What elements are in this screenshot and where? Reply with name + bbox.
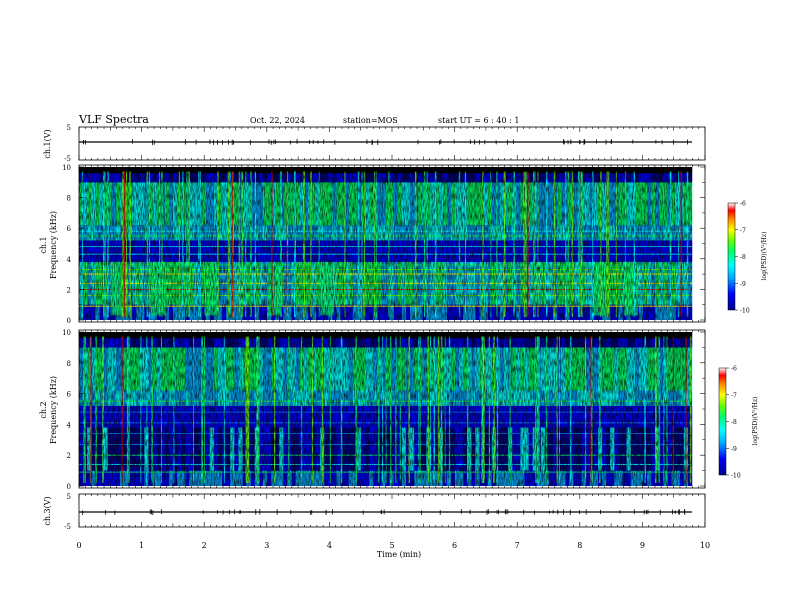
ch2-spec-ylabel-channel: ch.2 [39,401,48,418]
y-tick-label: 8 [67,195,71,203]
x-tick-label: 0 [76,541,81,550]
ch1-colorbar-label: log(PSD)(V²/Hz) [761,232,768,281]
colorbar-tick-label: -7 [740,227,746,234]
y-tick-label: 10 [62,164,71,172]
x-tick-label: 5 [389,541,394,550]
ch1-spectrogram-panel: 0 2 4 6 8 10 ch.1 Frequency (kHz) [39,164,706,325]
x-axis-label: Time (min) [377,550,421,559]
y-tick-label: 4 [67,421,72,429]
y-tick-label: 0 [67,483,71,491]
colorbar-tick-label: -6 [731,366,737,373]
colorbar-tick-label: -8 [731,419,737,426]
ch1-ytick-bottom: -5 [64,155,71,163]
x-tick-label: 2 [202,541,207,550]
y-tick-label: 6 [67,225,72,233]
x-tick-label: 9 [640,541,645,550]
ch1-ylabel: ch.1(V) [43,129,52,158]
ch1-colorbar: -6 -7 -8 -9 -10 log(PSD)(V²/Hz) [727,201,768,315]
y-tick-label: 2 [67,286,71,294]
colorbar-tick-label: -6 [740,201,746,208]
ch2-colorbar-label: log(PSD)(V²/Hz) [752,397,759,446]
colorbar-tick-label: -9 [740,281,746,288]
ch2-spectrogram-panel: 0 2 4 6 8 10 ch.2 Frequency (kHz) [39,329,706,491]
y-tick-label: 4 [67,256,72,264]
x-tick-label: 10 [700,541,710,550]
ch1-spec-ylabel-channel: ch.1 [39,236,48,253]
ch1-spec-ylabel-freq: Frequency (kHz) [49,211,58,279]
colorbar-tick-label: -7 [731,392,737,399]
y-tick-label: 0 [67,317,71,325]
ch1-voltage-panel: 5 -5 ch.1(V) [43,124,706,163]
x-tick-label: 3 [264,541,269,550]
colorbar-tick-label: -9 [731,446,737,453]
x-tick-label: 4 [327,541,332,550]
ch3-ytick-bottom: -5 [64,523,71,531]
x-tick-label: 1 [139,541,144,550]
ch1-ytick-top: 5 [67,124,71,132]
x-tick-label: 7 [515,541,520,550]
ch3-voltage-panel: 5 -5 ch.3(V) [43,493,706,531]
colorbar-tick-label: -10 [731,473,741,480]
start-time-label: start UT = 6 : 40 : 1 [438,116,519,125]
ch3-ytick-top: 5 [67,493,71,501]
ch3-ylabel: ch.3(V) [43,496,52,525]
x-tick-label: 6 [452,541,457,550]
x-axis-tick-labels: 0 1 2 3 4 5 6 7 8 9 10 [76,541,710,550]
y-tick-label: 10 [62,329,71,337]
y-tick-label: 2 [67,452,71,460]
y-tick-label: 6 [67,391,72,399]
figure-title: VLF Spectra [78,113,149,126]
y-tick-label: 8 [67,360,71,368]
x-tick-label: 8 [577,541,582,550]
date-label: Oct. 22, 2024 [250,116,305,125]
station-label: station=MOS [343,116,398,125]
colorbar-tick-label: -10 [740,308,750,315]
ch2-colorbar: -6 -7 -8 -9 -10 log(PSD)(V²/Hz) [718,366,759,480]
colorbar-tick-label: -8 [740,254,746,261]
ch2-spec-ylabel-freq: Frequency (kHz) [49,376,58,444]
